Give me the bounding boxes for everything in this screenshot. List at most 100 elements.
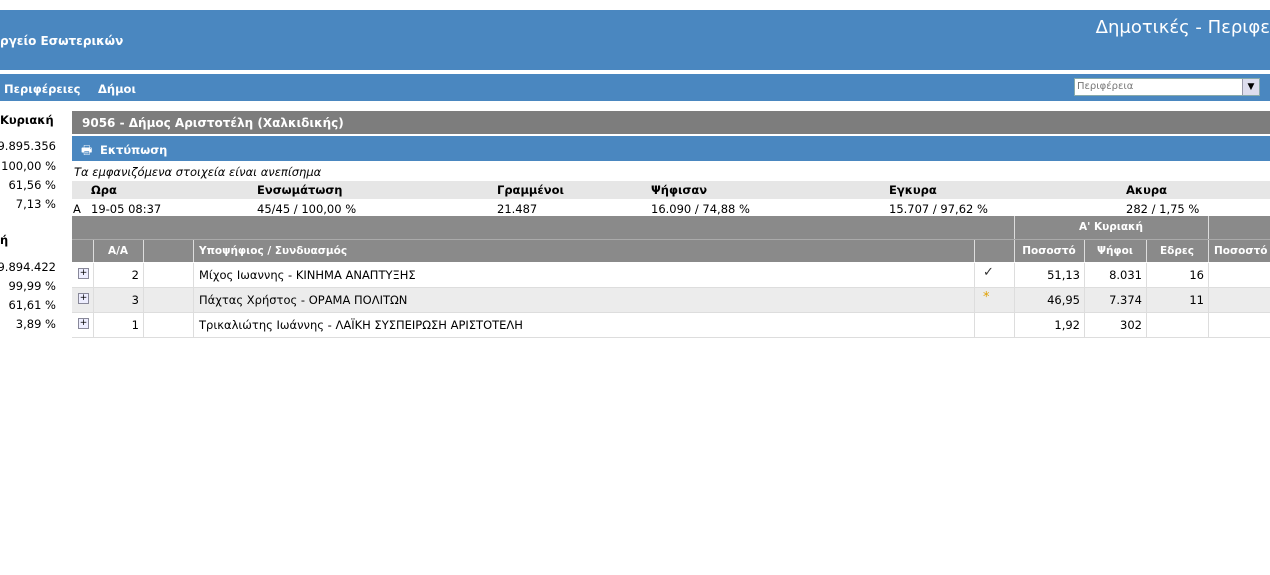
col-header: Υποψήφιος / Συνδυασμός [199,245,348,257]
row-number: 2 [131,268,139,282]
table-row [72,263,1270,288]
sidebar-value: 7,13 % [15,197,56,211]
col-divider [193,240,194,262]
summary-cell: 16.090 / 74,88 % [651,202,750,216]
col-divider [193,313,194,337]
col-divider [1146,313,1147,337]
print-link[interactable]: Εκτύπωση [100,143,168,157]
group-header: Α' Κυριακή [1079,221,1143,233]
site-title: Δημοτικές - Περιφε [1095,17,1270,38]
sidebar-value: 100,00 % [1,159,56,173]
col-divider [1084,240,1085,262]
section-title: 9056 - Δήμος Αριστοτέλη (Χαλκιδικής) [82,116,344,130]
unofficial-note: Τα εμφανιζόμενα στοιχεία είναι ανεπίσημα [74,165,322,179]
nav-link[interactable]: Δήμοι [98,82,136,96]
col-divider [93,240,94,262]
col-divider [1014,263,1015,287]
col-divider [143,240,144,262]
seats: 16 [1189,268,1204,282]
col-header: Ποσοστό [1022,245,1076,257]
summary-cell: 19-05 08:37 [91,202,162,216]
seats: 11 [1189,293,1204,307]
sidebar-value: 3,89 % [15,317,56,331]
sidebar-title: Κυριακή [0,113,54,127]
summary-cell: 282 / 1,75 % [1126,202,1200,216]
percent: 46,95 [1047,293,1080,307]
col-divider [1146,288,1147,312]
summary-col: Ωρα [91,183,117,197]
summary-col: Ενσωμάτωση [257,183,343,197]
sidebar-value: 9.894.422 [0,260,56,274]
row-divider [72,239,1270,240]
candidate-name: Τρικαλιώτης Ιωάννης - ΛΑΪΚΗ ΣΥΣΠΕΙΡΩΣΗ Α… [199,318,523,332]
summary-cell: 45/45 / 100,00 % [257,202,357,216]
print-icon[interactable]: 🖶 [81,143,93,157]
votes: 7.374 [1109,293,1142,307]
col-divider [1014,288,1015,312]
row-number: 1 [131,318,139,332]
candidate-name: Μίχος Ιωαννης - ΚΙΝΗΜΑ ΑΝΑΠΤΥΞΗΣ [199,268,416,282]
section-bar [72,111,1270,134]
summary-col: Γραμμένοι [497,183,565,197]
col-divider [974,240,975,262]
col-divider [93,313,94,337]
select-placeholder: Περιφέρεια [1077,81,1134,92]
votes: 8.031 [1109,268,1142,282]
col-divider [1208,313,1209,337]
col-divider [1146,263,1147,287]
percent: 1,92 [1054,318,1080,332]
col-divider [1084,263,1085,287]
summary-cell: 15.707 / 97,62 % [889,202,988,216]
col-divider [143,288,144,312]
sidebar-value: 99,99 % [8,279,56,293]
votes: 302 [1120,318,1142,332]
col-divider [1146,240,1147,262]
summary-col: Ψήφισαν [651,183,708,197]
col-divider [1084,313,1085,337]
col-divider [1208,263,1209,287]
expand-button[interactable]: + [78,268,89,279]
col-divider [974,313,975,337]
col-divider [193,263,194,287]
expand-button[interactable]: + [78,293,89,304]
col-header: Εδρες [1160,245,1194,257]
select-arrow[interactable]: ▼ [1242,79,1259,95]
expand-button[interactable]: + [78,318,89,329]
sidebar-title: ή [0,233,9,247]
status-icon: ✓ [983,265,994,280]
percent: 51,13 [1047,268,1080,282]
region-select[interactable]: Περιφέρεια ▼ [1074,78,1260,96]
sidebar-value: 61,61 % [8,298,56,312]
nav-link[interactable]: Περιφέρειες [4,82,81,96]
col-divider [1084,288,1085,312]
col-divider [974,263,975,287]
col-divider [1014,313,1015,337]
col-header: Α/Α [107,245,129,257]
summary-cell: 21.487 [497,202,538,216]
col-divider [93,288,94,312]
col-header: Ποσοστό [1214,245,1268,257]
table-row [72,313,1270,338]
col-divider [143,263,144,287]
status-icon: * [983,290,990,305]
col-divider [193,288,194,312]
row-number: 3 [131,293,139,307]
table-row [72,288,1270,313]
col-divider [143,313,144,337]
col-divider [93,263,94,287]
summary-col: Εγκυρα [889,183,937,197]
summary-header [72,181,1270,199]
col-divider [974,288,975,312]
nav-bar [0,74,1270,101]
sidebar-value: 9.895.356 [0,139,56,153]
sidebar-value: 61,56 % [8,178,56,192]
summary-col: Ακυρα [1126,183,1167,197]
ministry: ργείο Εσωτερικών [0,34,124,48]
col-divider [1208,288,1209,312]
col-header: Ψήφοι [1097,245,1133,257]
candidate-name: Πάχτας Χρήστος - ΟΡΑΜΑ ΠΟΛΙΤΩΝ [199,293,408,307]
header-bar [0,10,1270,70]
print-bar [72,136,1270,161]
summary-cell: A [73,202,81,216]
